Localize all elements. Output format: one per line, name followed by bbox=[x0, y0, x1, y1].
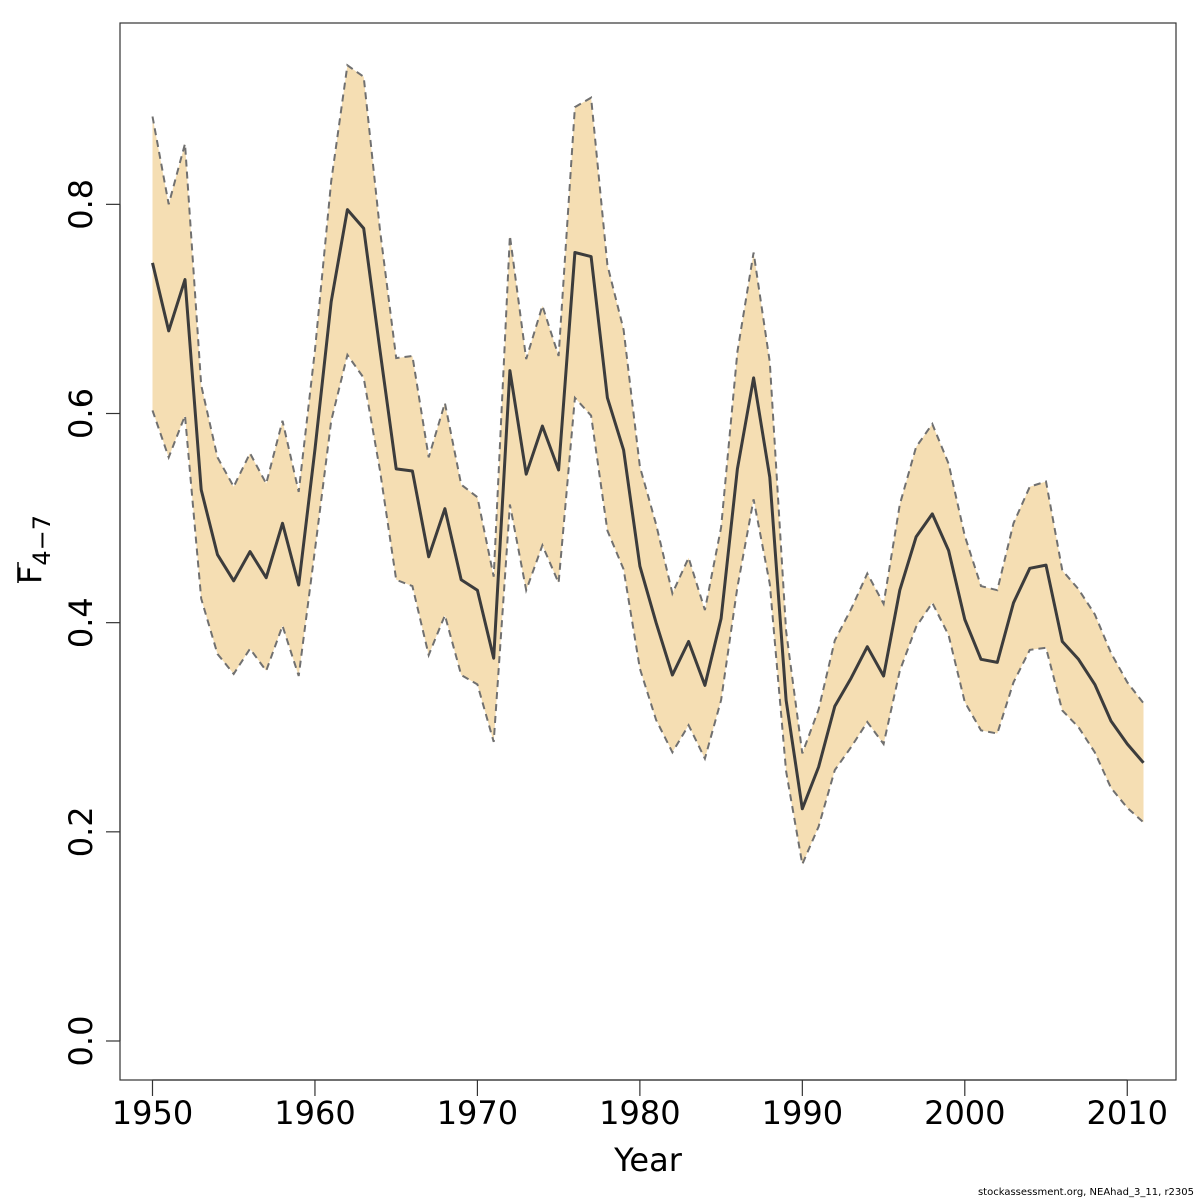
x-tick-label: 1990 bbox=[762, 1094, 843, 1132]
x-tick-label: 1960 bbox=[274, 1094, 355, 1132]
series-line-layer bbox=[151, 63, 1145, 868]
x-tick-label: 1980 bbox=[599, 1094, 680, 1132]
x-tick-label: 2000 bbox=[924, 1094, 1005, 1132]
y-tick-label: 0.2 bbox=[62, 806, 100, 857]
y-axis: 0.0 0.2 0.4 0.6 0.8 bbox=[62, 179, 121, 1067]
y-tick-label: 0.4 bbox=[62, 597, 100, 648]
lower-bound-line bbox=[151, 352, 1145, 868]
y-tick-label: 0.0 bbox=[62, 1016, 100, 1067]
footer-note: stockassessment.org, NEAhad_3_11, r2305 bbox=[977, 1187, 1194, 1198]
x-axis: 1950 1960 1970 1980 1990 2000 2010 bbox=[112, 1079, 1168, 1132]
confidence-band bbox=[152, 65, 1144, 865]
y-axis-title-main: F bbox=[11, 566, 49, 584]
x-tick-label: 1950 bbox=[112, 1094, 193, 1132]
y-axis-title-subscript: 4−7 bbox=[28, 515, 56, 566]
y-tick-label: 0.8 bbox=[62, 179, 100, 230]
x-tick-label: 1970 bbox=[437, 1094, 518, 1132]
x-tick-label: 2010 bbox=[1087, 1094, 1168, 1132]
y-tick-label: 0.6 bbox=[62, 388, 100, 439]
svg-text:F4−7: F4−7 bbox=[11, 515, 56, 584]
y-axis-title: F4−7 bbox=[11, 515, 56, 584]
estimate-line bbox=[151, 208, 1145, 811]
x-axis-title: Year bbox=[613, 1141, 683, 1179]
confidence-band-layer bbox=[152, 65, 1144, 865]
upper-bound-line bbox=[151, 63, 1145, 754]
